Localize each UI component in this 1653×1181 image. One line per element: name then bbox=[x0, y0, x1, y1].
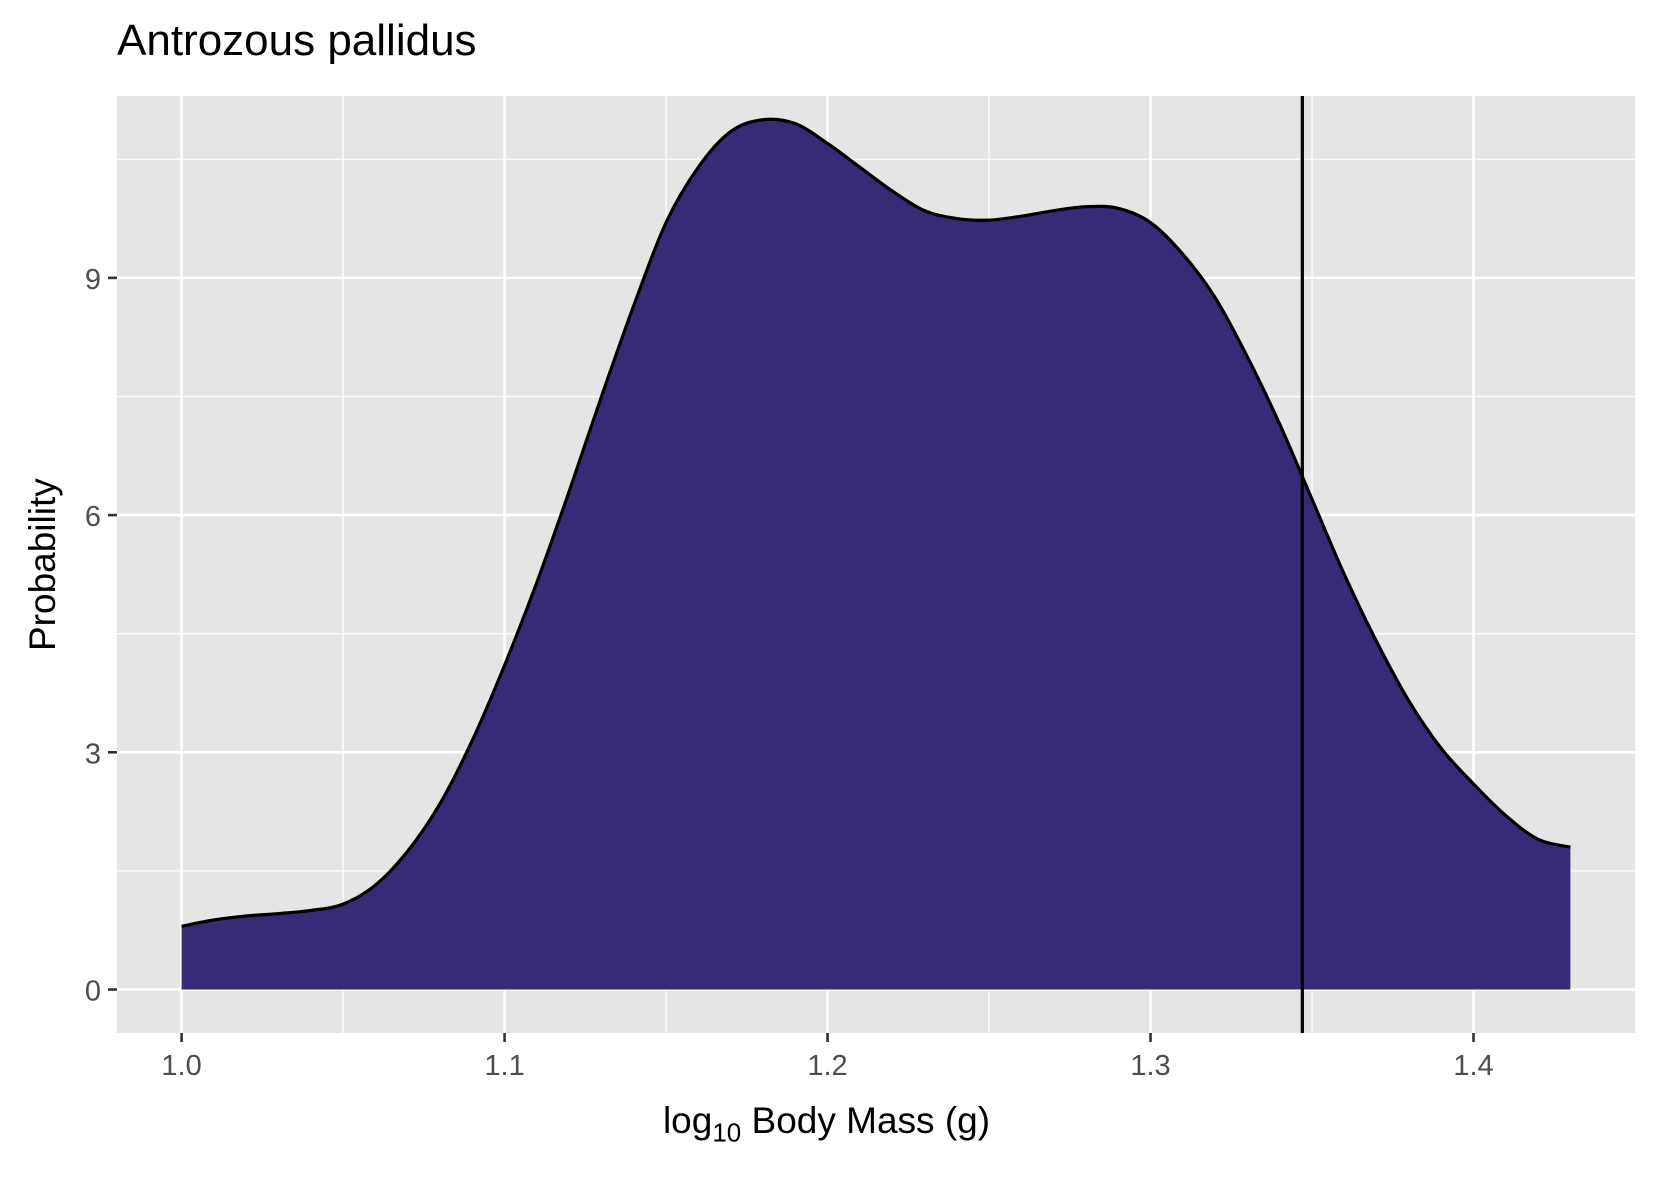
y-tick-label: 0 bbox=[85, 976, 101, 1008]
y-axis-ticks: 0 3 6 9 bbox=[85, 264, 117, 1008]
density-area bbox=[181, 119, 1571, 990]
x-axis-label: log10 Body Mass (g) bbox=[0, 1100, 1653, 1148]
x-tick-label: 1.1 bbox=[484, 1050, 524, 1082]
x-axis-label-base: 10 bbox=[712, 1117, 742, 1148]
x-axis-ticks: 1.0 1.1 1.2 1.3 1.4 bbox=[161, 1033, 1494, 1082]
x-axis-label-unit: (g) bbox=[944, 1100, 991, 1141]
x-tick-label: 1.2 bbox=[807, 1050, 847, 1082]
y-axis-label: Probability bbox=[22, 478, 63, 651]
x-tick-label: 1.3 bbox=[1130, 1050, 1170, 1082]
y-tick-label: 3 bbox=[85, 738, 101, 770]
chart-title: Antrozous pallidus bbox=[117, 16, 477, 65]
y-tick-label: 9 bbox=[85, 264, 101, 296]
y-tick-label: 6 bbox=[85, 501, 101, 533]
x-tick-label: 1.4 bbox=[1453, 1050, 1493, 1082]
x-tick-label: 1.0 bbox=[161, 1050, 201, 1082]
x-axis-label-text: Body Mass bbox=[751, 1100, 935, 1141]
x-axis-label-log: log bbox=[662, 1100, 713, 1141]
density-curve bbox=[181, 117, 1571, 928]
